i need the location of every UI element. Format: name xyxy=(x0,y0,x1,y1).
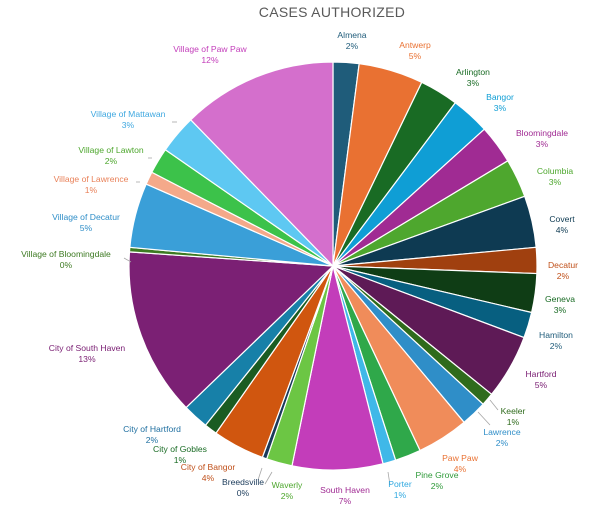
slice-label-percent: 2% xyxy=(431,481,444,491)
slice-label-percent: 1% xyxy=(394,490,407,500)
slice-label-percent: 5% xyxy=(409,51,422,61)
slice-label-name: City of Hartford xyxy=(123,424,181,434)
slice-label-percent: 4% xyxy=(454,464,467,474)
slice-label-percent: 2% xyxy=(496,438,509,448)
slice-label-percent: 3% xyxy=(554,305,567,315)
leader-line xyxy=(477,411,491,426)
slice-label-name: Columbia xyxy=(537,166,574,176)
leader-lines xyxy=(123,121,499,486)
slice-label-name: Village of Bloomingdale xyxy=(21,249,111,259)
pie-slice xyxy=(189,61,334,268)
slice-label-percent: 3% xyxy=(467,78,480,88)
slice-label-percent: 3% xyxy=(549,177,562,187)
slice-label-name: Decatur xyxy=(548,260,578,270)
slice-label-percent: 12% xyxy=(201,55,219,65)
slice-label-percent: 5% xyxy=(80,223,93,233)
slice-label-percent: 5% xyxy=(535,380,548,390)
slice-label-name: Lawrence xyxy=(483,427,520,437)
slice-label-name: Hamilton xyxy=(539,330,573,340)
slice-label-name: Village of Lawrence xyxy=(54,174,129,184)
pie-slices xyxy=(128,61,538,471)
leader-line xyxy=(123,257,132,263)
slice-label-percent: 7% xyxy=(339,496,352,506)
slice-label-name: Village of Lawton xyxy=(78,145,144,155)
slice-label-name: City of South Haven xyxy=(49,343,126,353)
slice-label-name: Keeler xyxy=(501,406,526,416)
slice-label-name: City of Bangor xyxy=(181,462,236,472)
slice-label-name: Hartford xyxy=(525,369,556,379)
slice-label-name: Arlington xyxy=(456,67,490,77)
slice-label-percent: 2% xyxy=(281,491,294,501)
slice-label-percent: 3% xyxy=(536,139,549,149)
slice-label-name: Breedsville xyxy=(222,477,264,487)
slice-label-percent: 2% xyxy=(346,41,359,51)
slice-label-name: Village of Paw Paw xyxy=(173,44,247,54)
leader-line xyxy=(264,471,273,485)
slice-label-name: Covert xyxy=(549,214,575,224)
slice-label-percent: 1% xyxy=(85,185,98,195)
slice-label-name: Pine Grove xyxy=(416,470,459,480)
slice-label-percent: 2% xyxy=(105,156,118,166)
slice-label-name: Waverly xyxy=(272,480,303,490)
slice-label-name: Porter xyxy=(388,479,412,489)
slice-label-name: City of Gobles xyxy=(153,444,207,454)
slice-label-name: Geneva xyxy=(545,294,575,304)
slice-label-percent: 0% xyxy=(60,260,73,270)
slice-label-name: South Haven xyxy=(320,485,370,495)
leader-line xyxy=(387,471,391,486)
slice-label-percent: 0% xyxy=(237,488,250,498)
slice-label-percent: 2% xyxy=(557,271,570,281)
slice-label-percent: 13% xyxy=(78,354,96,364)
chart-title: CASES AUTHORIZED xyxy=(259,4,405,20)
slice-label-percent: 4% xyxy=(202,473,215,483)
slice-label-percent: 1% xyxy=(507,417,520,427)
slice-label-name: Antwerp xyxy=(399,40,431,50)
slice-label-name: Village of Decatur xyxy=(52,212,120,222)
slice-label-name: Village of Mattawan xyxy=(91,109,166,119)
slice-label-percent: 3% xyxy=(494,103,507,113)
slice-label-name: Almena xyxy=(337,30,366,40)
slice-label-percent: 4% xyxy=(556,225,569,235)
slice-label-name: Bloomingdale xyxy=(516,128,568,138)
slice-label-name: Bangor xyxy=(486,92,514,102)
slice-label-percent: 2% xyxy=(146,435,159,445)
leader-line xyxy=(489,399,499,411)
leader-line xyxy=(257,467,263,481)
slice-label-percent: 2% xyxy=(550,341,563,351)
slice-label-percent: 1% xyxy=(174,455,187,465)
slice-label-percent: 3% xyxy=(122,120,135,130)
pie-slice xyxy=(128,251,335,409)
slice-label-name: Paw Paw xyxy=(442,453,479,463)
